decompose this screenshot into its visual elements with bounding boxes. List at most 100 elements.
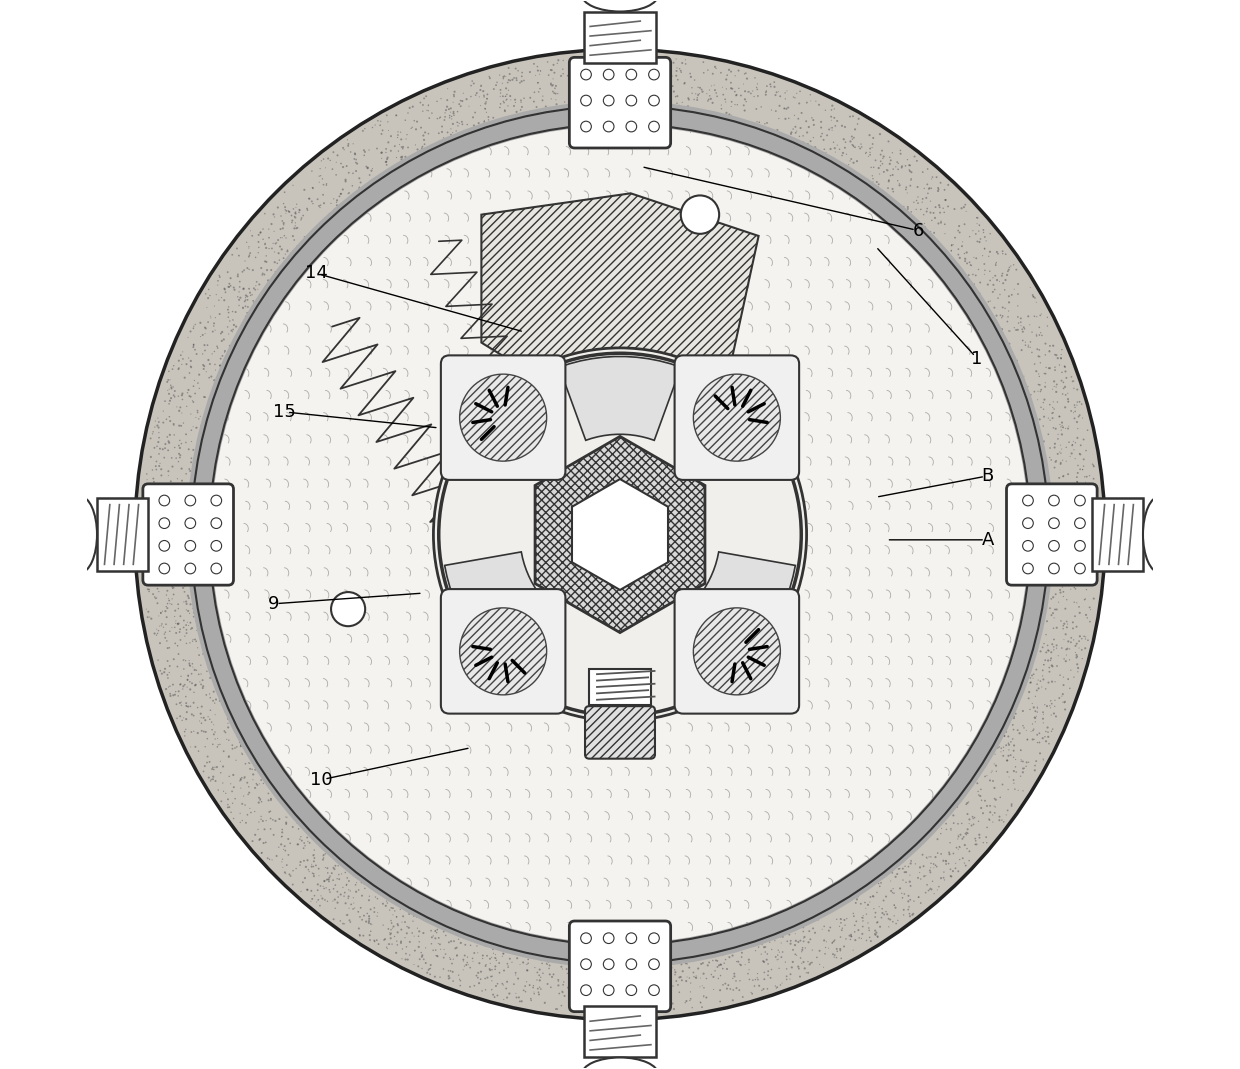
Point: [424, 911, 444, 928]
Point: [206, 361, 226, 378]
Point: [801, 138, 821, 155]
Point: [336, 171, 356, 188]
Circle shape: [1156, 530, 1164, 539]
Point: [145, 588, 165, 605]
Point: [831, 929, 851, 946]
Point: [785, 89, 805, 106]
Point: [724, 967, 744, 985]
Point: [1064, 576, 1084, 593]
Point: [729, 114, 749, 131]
Point: [334, 915, 353, 932]
Point: [193, 356, 213, 373]
Point: [672, 972, 692, 989]
Point: [258, 272, 278, 289]
Point: [730, 113, 750, 130]
Point: [254, 283, 274, 300]
Point: [893, 889, 913, 907]
Point: [505, 91, 525, 108]
Point: [1035, 680, 1055, 697]
Point: [944, 845, 963, 862]
Point: [717, 105, 737, 122]
Point: [527, 972, 547, 989]
Point: [1055, 538, 1075, 555]
Point: [1042, 487, 1061, 505]
Point: [1064, 441, 1084, 459]
Point: [800, 138, 820, 155]
Point: [960, 811, 980, 828]
Point: [769, 942, 789, 959]
Point: [1030, 642, 1050, 660]
Point: [274, 215, 294, 232]
Point: [698, 62, 718, 79]
Point: [283, 243, 303, 260]
Point: [283, 176, 303, 193]
Point: [983, 276, 1003, 293]
Point: [841, 162, 861, 180]
Point: [512, 67, 532, 84]
Point: [513, 954, 533, 971]
Point: [965, 276, 985, 293]
Point: [957, 821, 977, 838]
Point: [859, 894, 879, 911]
Point: [992, 776, 1012, 793]
Point: [232, 812, 252, 830]
Point: [151, 467, 171, 484]
Point: [1049, 408, 1069, 425]
Point: [866, 926, 885, 943]
Point: [1058, 616, 1078, 633]
Point: [413, 925, 433, 942]
Point: [1038, 472, 1058, 490]
Point: [370, 885, 389, 902]
Point: [904, 193, 924, 211]
Point: [711, 64, 730, 81]
Point: [262, 791, 281, 808]
Point: [495, 114, 515, 131]
Point: [925, 199, 945, 216]
Point: [295, 869, 315, 886]
Point: [290, 853, 310, 870]
Point: [284, 200, 304, 217]
Point: [1073, 409, 1092, 427]
FancyBboxPatch shape: [569, 921, 671, 1011]
Point: [346, 151, 366, 168]
Point: [986, 255, 1006, 273]
Point: [663, 977, 683, 994]
Point: [754, 954, 774, 971]
Point: [260, 803, 280, 820]
Point: [496, 92, 516, 109]
Point: [388, 924, 408, 941]
Point: [1039, 536, 1059, 553]
Point: [226, 716, 246, 733]
Point: [770, 976, 790, 993]
Point: [165, 635, 185, 652]
Point: [455, 936, 475, 954]
Point: [176, 356, 196, 373]
Point: [676, 973, 696, 990]
Point: [810, 142, 830, 159]
Point: [965, 279, 985, 296]
Point: [1027, 294, 1047, 311]
Point: [1060, 568, 1080, 585]
Point: [543, 57, 563, 74]
Point: [761, 961, 781, 978]
Point: [704, 981, 724, 998]
Point: [748, 970, 768, 987]
Point: [1021, 644, 1040, 661]
Point: [198, 313, 218, 330]
Point: [182, 659, 202, 676]
Point: [768, 946, 787, 963]
Point: [315, 859, 335, 877]
Point: [921, 223, 941, 241]
Point: [346, 162, 366, 180]
Point: [176, 601, 196, 618]
Point: [1047, 346, 1066, 363]
Point: [355, 183, 374, 200]
Point: [372, 125, 392, 142]
Point: [502, 954, 522, 971]
Point: [267, 264, 286, 281]
Point: [156, 608, 176, 625]
Circle shape: [135, 49, 1105, 1020]
Point: [146, 621, 166, 638]
Point: [906, 152, 926, 169]
Point: [160, 371, 180, 388]
